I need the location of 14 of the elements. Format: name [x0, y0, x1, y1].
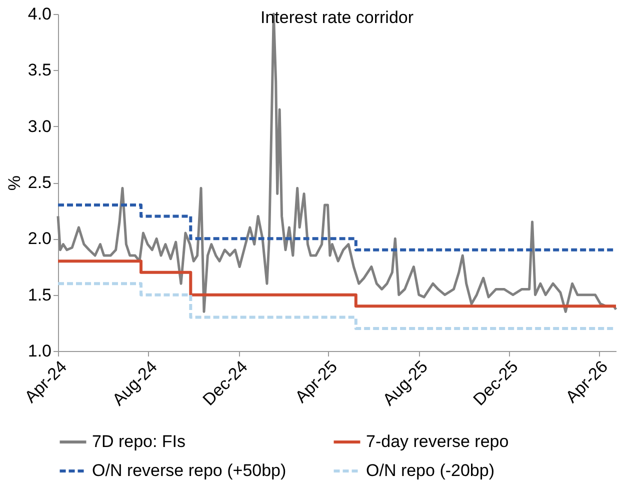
y-tick-label: 2.5 — [28, 173, 52, 192]
y-tick-label: 1.5 — [28, 285, 52, 304]
y-tick-label: 3.0 — [28, 116, 52, 136]
chart-title: Interest rate corridor — [260, 8, 414, 27]
legend-label: O/N repo (-20bp) — [366, 461, 494, 480]
y-tick-label: 3.5 — [28, 60, 52, 80]
legend-label: 7D repo: FIs — [92, 432, 186, 451]
legend-label: 7-day reverse repo — [366, 432, 509, 451]
y-axis-title: % — [4, 175, 24, 191]
legend-label: O/N reverse repo (+50bp) — [92, 461, 286, 480]
line-series — [56, 12, 618, 313]
y-tick-label: 2.0 — [28, 229, 52, 248]
y-tick-label: 1.0 — [28, 342, 52, 360]
y-tick-label: 4.0 — [28, 4, 52, 24]
